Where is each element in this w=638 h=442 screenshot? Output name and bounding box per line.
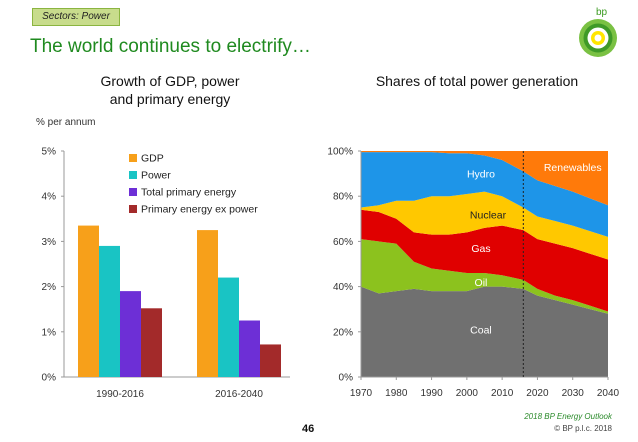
bar-y-tick-label: 2% bbox=[42, 282, 57, 293]
logo-text: bp bbox=[596, 7, 608, 18]
area-y-tick-label: 20% bbox=[333, 327, 353, 338]
bar-chart-title: Growth of GDP, power and primary energy bbox=[52, 72, 288, 108]
legend-swatch-1 bbox=[129, 171, 137, 179]
area-series-renewables bbox=[361, 151, 608, 206]
area-x-tick-label: 1970 bbox=[350, 388, 373, 399]
footer-source: 2018 BP Energy Outlook bbox=[524, 412, 612, 421]
footer-copyright: © BP p.l.c. 2018 bbox=[554, 424, 612, 433]
bar-chart-title-line-1: Growth of GDP, power bbox=[100, 73, 240, 89]
bp-logo-icon bbox=[579, 19, 617, 57]
area-label-renewables: Renewables bbox=[544, 162, 602, 174]
area-series-nuclear bbox=[361, 191, 608, 260]
area-x-tick-label: 2040 bbox=[597, 388, 620, 399]
bar-category-label: 1990-2016 bbox=[96, 389, 144, 400]
bar-1-2 bbox=[239, 320, 260, 377]
area-y-tick-label: 60% bbox=[333, 237, 353, 248]
area-label-hydro: Hydro bbox=[467, 169, 495, 181]
area-x-tick-label: 1980 bbox=[385, 388, 408, 399]
bar-0-3 bbox=[141, 308, 162, 377]
area-series-gas bbox=[361, 209, 608, 312]
bar-1-0 bbox=[197, 230, 218, 377]
page-number: 46 bbox=[302, 423, 315, 435]
area-x-tick-label: 2020 bbox=[526, 388, 549, 399]
area-x-tick-label: 2000 bbox=[456, 388, 479, 399]
legend-swatch-0 bbox=[129, 154, 137, 162]
bar-category-label: 2016-2040 bbox=[215, 389, 263, 400]
area-chart-title: Shares of total power generation bbox=[375, 73, 579, 89]
bar-chart-ylabel: % per annum bbox=[36, 117, 96, 128]
bar-y-tick-label: 3% bbox=[42, 237, 57, 248]
area-label-coal: Coal bbox=[470, 325, 492, 337]
area-y-tick-label: 80% bbox=[333, 192, 353, 203]
area-label-oil: Oil bbox=[475, 277, 488, 289]
area-x-tick-label: 1990 bbox=[420, 388, 443, 399]
area-y-tick-label: 0% bbox=[339, 373, 354, 384]
legend-swatch-3 bbox=[129, 205, 137, 213]
bar-y-tick-label: 0% bbox=[42, 373, 57, 384]
area-label-gas: Gas bbox=[471, 243, 490, 255]
bar-y-tick-label: 1% bbox=[42, 327, 57, 338]
page-title: The world continues to electrify… bbox=[30, 36, 311, 57]
bar-0-2 bbox=[120, 291, 141, 377]
legend-label: Power bbox=[141, 170, 171, 182]
legend-label: GDP bbox=[141, 153, 164, 165]
bar-1-3 bbox=[260, 344, 281, 377]
legend-swatch-2 bbox=[129, 188, 137, 196]
area-series-hydro bbox=[361, 152, 608, 237]
bar-1-1 bbox=[218, 277, 239, 377]
legend-label: Total primary energy bbox=[141, 187, 237, 199]
bar-0-1 bbox=[99, 245, 120, 377]
bar-y-tick-label: 4% bbox=[42, 192, 57, 203]
area-y-tick-label: 40% bbox=[333, 282, 353, 293]
area-x-tick-label: 2030 bbox=[562, 388, 585, 399]
legend-label: Primary energy ex power bbox=[141, 204, 258, 216]
area-x-tick-label: 2010 bbox=[491, 388, 514, 399]
bar-0-0 bbox=[78, 225, 99, 377]
area-series-oil bbox=[361, 239, 608, 314]
area-label-nuclear: Nuclear bbox=[470, 209, 507, 221]
bar-chart-title-line-2: and primary energy bbox=[109, 91, 231, 107]
area-series-coal bbox=[361, 286, 608, 377]
area-y-tick-label: 100% bbox=[327, 147, 353, 158]
bar-y-tick-label: 5% bbox=[42, 147, 57, 158]
section-tag: Sectors: Power bbox=[32, 8, 120, 26]
